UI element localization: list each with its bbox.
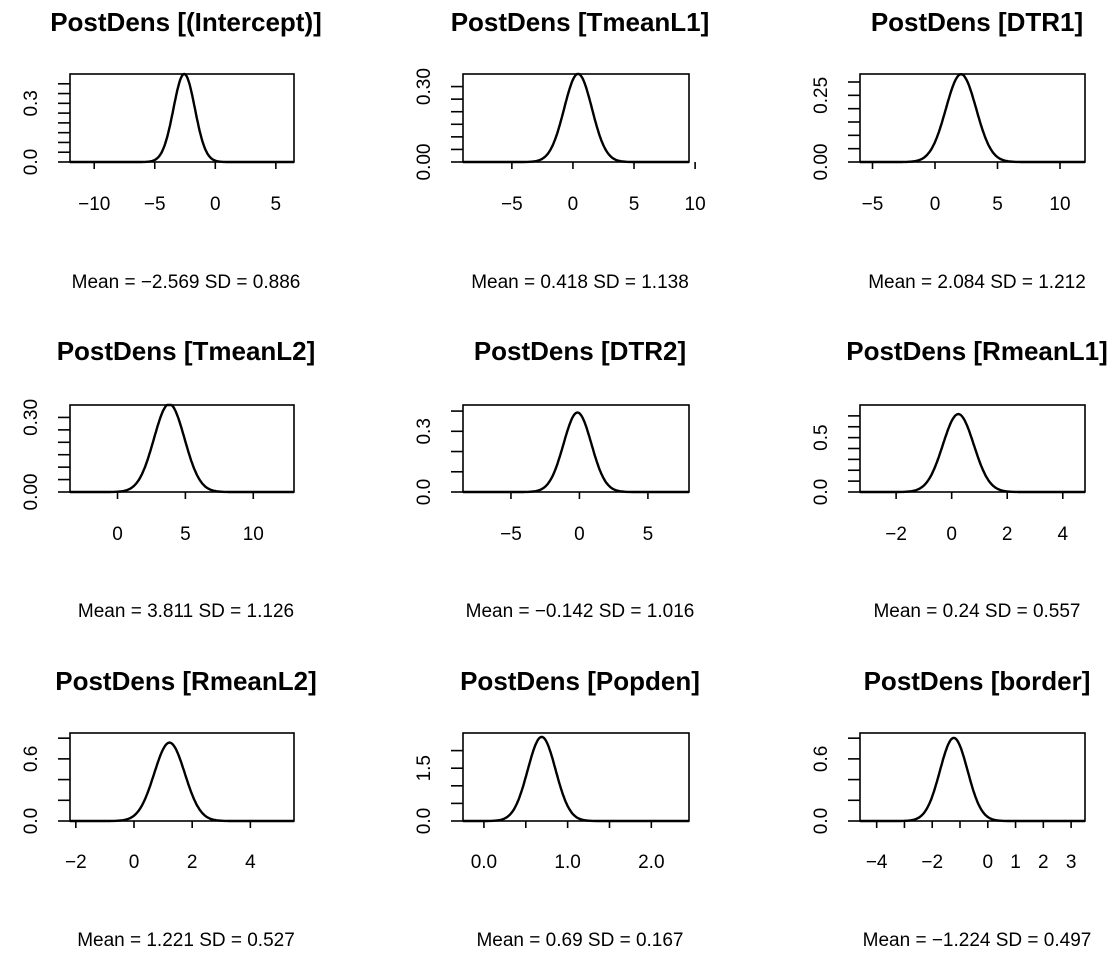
density-curve <box>859 72 1086 164</box>
panel-title: PostDens [Popden] <box>460 666 700 696</box>
plot-frame <box>462 404 690 493</box>
density-curve <box>462 72 690 164</box>
panel-title: PostDens [DTR2] <box>474 336 686 366</box>
density-curve <box>69 741 295 823</box>
plot-frame <box>859 404 1086 493</box>
panel-title: PostDens [border] <box>864 666 1091 696</box>
x-tick-label: 2 <box>1038 852 1049 873</box>
y-tick-label: 0.30 <box>21 399 42 436</box>
x-tick-label: 10 <box>685 194 706 215</box>
x-tick-label: 4 <box>245 852 256 873</box>
density-panel: PostDens [RmeanL1] −2 0 2 4 0.0 0.5 Mean = 0.24… <box>811 336 1108 622</box>
y-tick-label: 0.30 <box>414 68 435 105</box>
plot-frame <box>69 404 295 493</box>
mean-sd-caption: Mean = 0.418 SD = 1.138 <box>471 272 689 293</box>
density-panel: PostDens [TmeanL1] −5 0 5 10 0.00 0.30 Mean = 0… <box>414 7 709 293</box>
density-curve <box>462 735 690 823</box>
panel-title: PostDens [DTR1] <box>871 7 1083 37</box>
x-tick-label: 0 <box>568 194 579 215</box>
density-panel: PostDens [(Intercept)] −10 −5 0 5 0.0 0.3 Mean … <box>21 7 322 293</box>
x-tick-label: 2 <box>187 852 198 873</box>
x-tick-label: 5 <box>992 194 1003 215</box>
y-tick-label: 0.0 <box>414 479 435 505</box>
x-tick-label: 0 <box>946 524 957 545</box>
x-tick-label: 1.0 <box>554 852 580 873</box>
density-panel: PostDens [border] −4 −2 0 1 2 3 0.0 0.6 Mean = −1… <box>811 666 1091 951</box>
mean-sd-caption: Mean = −2.569 SD = 0.886 <box>72 272 301 293</box>
x-tick-label: 0 <box>210 194 221 215</box>
x-tick-label: −5 <box>501 194 523 215</box>
x-tick-label: −4 <box>866 852 888 873</box>
x-tick-label: −5 <box>500 524 522 545</box>
y-tick-label: 0.00 <box>811 144 832 181</box>
panel-title: PostDens [TmeanL2] <box>57 336 316 366</box>
y-tick-label: 0.0 <box>811 479 832 505</box>
panel-title: PostDens [RmeanL2] <box>55 666 317 696</box>
y-tick-label: 0.00 <box>414 144 435 181</box>
mean-sd-caption: Mean = 1.221 SD = 0.527 <box>77 930 295 951</box>
plot-frame <box>462 73 690 163</box>
x-tick-label: 0 <box>129 852 140 873</box>
y-tick-label: 0.0 <box>811 808 832 834</box>
plot-frame <box>462 732 690 822</box>
x-tick-label: 0 <box>112 524 123 545</box>
y-tick-label: 0.00 <box>21 474 42 511</box>
mean-sd-caption: Mean = −1.224 SD = 0.497 <box>863 930 1092 951</box>
density-panel: PostDens [TmeanL2] 0 5 10 0.00 0.30 Mean = 3.8… <box>21 336 315 622</box>
y-tick-label: 0.25 <box>811 77 832 114</box>
x-tick-label: 3 <box>1066 852 1077 873</box>
plot-frame <box>859 732 1086 822</box>
mean-sd-caption: Mean = 2.084 SD = 1.212 <box>868 272 1086 293</box>
x-tick-label: 0 <box>982 852 993 873</box>
density-curve <box>69 403 295 494</box>
plot-frame <box>69 73 295 163</box>
x-tick-label: 0 <box>930 194 941 215</box>
plot-frame <box>859 73 1086 163</box>
y-tick-label: 1.5 <box>414 755 435 781</box>
density-curve <box>69 72 295 164</box>
mean-sd-caption: Mean = −0.142 SD = 1.016 <box>466 601 695 622</box>
x-tick-label: 1 <box>1010 852 1021 873</box>
x-tick-label: −2 <box>885 524 907 545</box>
x-tick-label: 5 <box>271 194 282 215</box>
x-tick-label: −2 <box>921 852 943 873</box>
density-panel: PostDens [DTR1] −5 0 5 10 0.00 0.25 Mean = 2.08… <box>811 7 1086 293</box>
x-tick-label: −2 <box>65 852 87 873</box>
x-tick-label: 4 <box>1057 524 1068 545</box>
density-curve <box>462 411 690 494</box>
x-tick-label: −10 <box>78 194 110 215</box>
x-tick-label: 0 <box>574 524 585 545</box>
x-tick-label: 2.0 <box>638 852 664 873</box>
y-tick-label: 0.0 <box>21 149 42 175</box>
panel-title: PostDens [(Intercept)] <box>50 7 322 37</box>
mean-sd-caption: Mean = 3.811 SD = 1.126 <box>78 601 294 622</box>
x-tick-label: 5 <box>643 524 654 545</box>
x-tick-label: 10 <box>1049 194 1070 215</box>
panel-title: PostDens [TmeanL1] <box>451 7 710 37</box>
mean-sd-caption: Mean = 0.69 SD = 0.167 <box>476 930 683 951</box>
density-panel: PostDens [Popden] 0.0 1.0 2.0 0.0 1.5 Mean = 0… <box>414 666 700 951</box>
mean-sd-caption: Mean = 0.24 SD = 0.557 <box>873 601 1080 622</box>
x-tick-label: 10 <box>243 524 264 545</box>
density-panel: PostDens [DTR2] −5 0 5 0.0 0.3 Mean = −0.142 S… <box>414 336 694 622</box>
y-tick-label: 0.3 <box>21 90 42 116</box>
y-tick-label: 0.5 <box>811 424 832 450</box>
x-tick-label: −5 <box>144 194 166 215</box>
y-tick-label: 0.6 <box>811 746 832 772</box>
density-curve <box>859 736 1086 823</box>
density-panel: PostDens [RmeanL2] −2 0 2 4 0.0 0.6 Mean = 1.22… <box>21 666 317 951</box>
y-tick-label: 0.3 <box>414 418 435 444</box>
plot-frame <box>69 732 295 822</box>
x-tick-label: 0.0 <box>471 852 497 873</box>
y-tick-label: 0.0 <box>21 808 42 834</box>
y-tick-label: 0.0 <box>414 808 435 834</box>
density-curve <box>859 412 1086 494</box>
y-tick-label: 0.6 <box>21 746 42 772</box>
x-tick-label: 5 <box>629 194 640 215</box>
x-tick-label: −5 <box>862 194 884 215</box>
x-tick-label: 5 <box>180 524 191 545</box>
x-tick-label: 2 <box>1002 524 1013 545</box>
panel-title: PostDens [RmeanL1] <box>846 336 1108 366</box>
